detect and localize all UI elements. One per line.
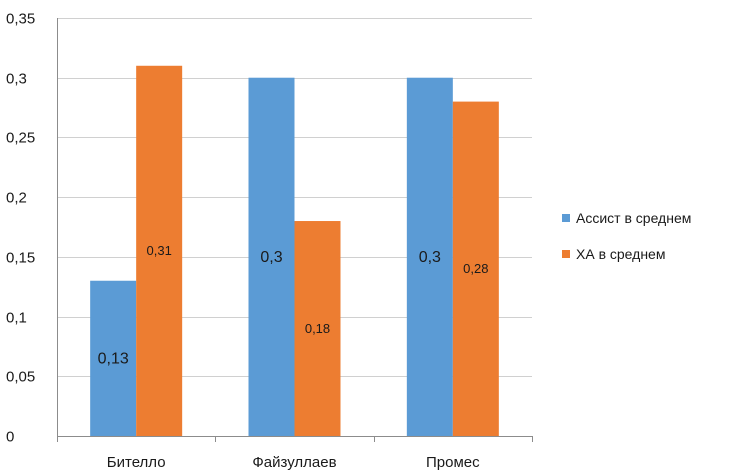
data-label: 0,13 [98,351,129,368]
y-tick-label: 0,1 [6,310,27,327]
bar [294,221,341,436]
legend-label: ХА в среднем [576,246,665,262]
y-tick-label: 0,3 [6,71,27,88]
y-tick-label: 0,2 [6,190,27,207]
legend-swatch [562,214,570,222]
x-category-label: Файзуллаев [252,454,336,471]
bar [248,77,295,436]
data-label: 0,3 [260,249,282,266]
bar [452,101,499,436]
data-label: 0,3 [419,249,441,266]
data-label: 0,28 [463,261,488,276]
y-tick-label: 0,35 [6,11,35,28]
x-category-label: Промес [426,454,480,471]
y-tick-label: 0,25 [6,130,35,147]
y-tick-label: 0,15 [6,250,35,267]
bar [90,280,137,436]
data-label: 0,31 [147,243,172,258]
data-label: 0,18 [305,321,330,336]
bar [136,65,183,437]
bar [406,77,453,436]
legend-label: Ассист в среднем [576,210,691,226]
x-category-label: Бителло [107,454,166,471]
legend-swatch [562,250,570,258]
y-tick-label: 0,05 [6,369,35,386]
y-tick-label: 0 [6,429,14,446]
